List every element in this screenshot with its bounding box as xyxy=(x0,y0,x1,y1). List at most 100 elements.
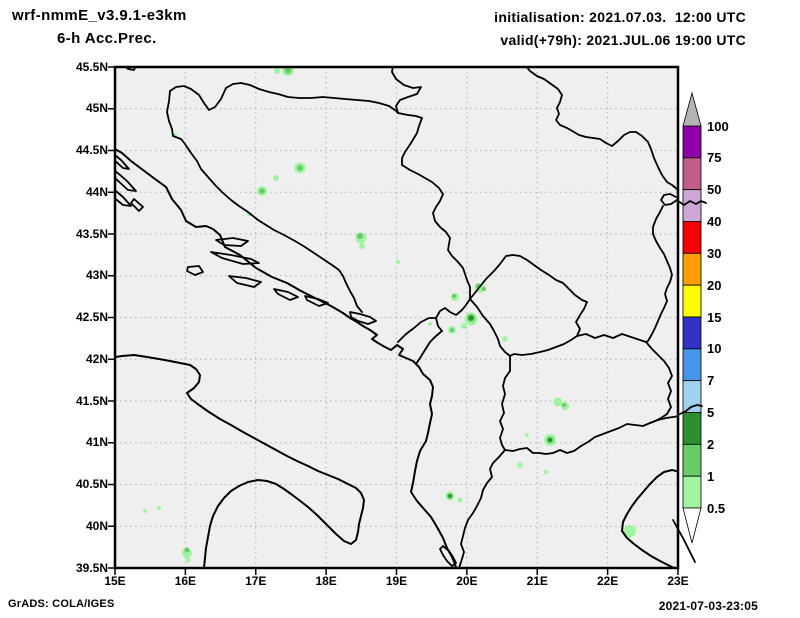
kosovo-outline xyxy=(469,254,588,357)
island-corfu xyxy=(439,545,457,567)
x-axis-label: 16E xyxy=(174,574,197,588)
x-axis-label: 22E xyxy=(596,574,619,588)
colorbar-segment xyxy=(682,189,702,222)
precip-cell-medium xyxy=(184,547,190,553)
kosovo-west-border xyxy=(469,298,511,372)
adriatic-coastline xyxy=(115,147,457,568)
montenegro-albania-border xyxy=(415,330,443,365)
colorbar-segment xyxy=(682,412,702,445)
precip-cell-light xyxy=(157,506,161,510)
valid-time: valid(+79h): 2021.JUL.06 19:00 UTC xyxy=(500,32,746,48)
model-title: wrf-nmmE_v3.9.1-e3km xyxy=(12,7,187,24)
x-axis-label: 21E xyxy=(526,574,548,588)
island-mljet xyxy=(273,288,299,301)
precip-cell-light xyxy=(457,497,463,503)
colorbar-segment xyxy=(682,125,702,159)
x-axis-label: 17E xyxy=(245,574,267,588)
colorbar-overflow-bottom-arrow xyxy=(682,507,702,544)
colorbar-tick-label: 40 xyxy=(707,214,722,229)
y-axis-label: 44N xyxy=(85,184,108,199)
precip-cell-medium xyxy=(452,294,456,298)
colorbar-segment xyxy=(682,221,702,254)
bosnia-north-border xyxy=(169,82,399,114)
y-axis-label: 44.5N xyxy=(75,143,108,157)
y-axis-label: 40.5N xyxy=(75,477,108,491)
precip-cell-medium xyxy=(450,328,454,332)
serbia-bulgaria-border xyxy=(645,205,673,343)
drina-border xyxy=(397,112,471,300)
precip-cell-medium xyxy=(297,165,303,171)
x-axis-label: 15E xyxy=(104,574,126,588)
island-hvar xyxy=(210,251,260,265)
macedonia-east-south-border xyxy=(504,341,673,455)
precip-cell-medium xyxy=(482,287,486,291)
precip-cell-light xyxy=(461,323,467,329)
precip-cell-light xyxy=(517,462,523,468)
croatia-serbia-border xyxy=(391,67,422,114)
precip-cell-light xyxy=(553,397,563,407)
precip-cell-light xyxy=(182,548,192,558)
colorbar-overflow-top-arrow xyxy=(682,91,702,127)
precip-cell-light xyxy=(185,557,191,563)
colorbar-tick-label: 75 xyxy=(707,150,722,166)
albania-greece-border xyxy=(458,449,506,568)
colorbar-segment xyxy=(682,475,702,509)
colorbar-tick-label: 15 xyxy=(707,309,722,325)
x-axis-label: 19E xyxy=(385,574,408,588)
colorbar-segment xyxy=(682,284,702,318)
precip-cell-light xyxy=(359,243,365,249)
colorbar-tick-label: 7 xyxy=(707,373,715,389)
y-axis-label: 43.5N xyxy=(75,226,108,241)
colorbar-tick-label: 0.5 xyxy=(707,500,726,516)
colorbar-tick-label: 50 xyxy=(707,182,722,198)
bosnia-west-border xyxy=(166,90,363,313)
y-axis-label: 40N xyxy=(85,518,108,533)
greece-bulgaria-border xyxy=(649,415,678,424)
colorbar-segment xyxy=(682,252,702,286)
colorbar-tick-label: 1 xyxy=(707,468,715,484)
montenegro-bosnia-border xyxy=(397,317,437,343)
plot-subtitle: 6-h Acc.Prec. xyxy=(57,30,157,47)
island-vis xyxy=(186,265,204,276)
x-axis-label: 18E xyxy=(315,574,337,588)
colorbar-tick-label: 5 xyxy=(707,405,715,420)
colorbar-tick-label: 30 xyxy=(707,245,722,261)
colorbar xyxy=(682,125,702,509)
y-axis-label: 45.5N xyxy=(75,59,108,74)
precip-cell-dark xyxy=(448,494,452,498)
albania-macedonia-border xyxy=(499,370,511,451)
colorbar-tick-label: 100 xyxy=(707,118,729,134)
y-axis-label: 43N xyxy=(85,268,108,283)
precip-cell-light xyxy=(525,433,529,437)
island-lastovo xyxy=(304,295,329,307)
coastlines-and-borders xyxy=(115,67,678,568)
island-small xyxy=(130,198,144,212)
precip-cell-dark xyxy=(468,315,474,321)
line-overflow-artifacts xyxy=(672,200,707,563)
colorbar-segment xyxy=(682,443,702,477)
colorbar-tick-label: 2 xyxy=(707,436,715,452)
precip-cell-medium xyxy=(562,403,566,407)
plot-frame xyxy=(113,65,680,570)
precip-cell-light xyxy=(395,259,401,265)
precip-cell-light xyxy=(274,68,280,74)
x-axis-label: 23E xyxy=(667,574,689,588)
island-dugi-otok xyxy=(115,189,132,207)
island-pag-north xyxy=(115,153,130,170)
aegean-coastline xyxy=(621,469,678,568)
italy-coastline xyxy=(115,354,365,568)
x-axis-label: 20E xyxy=(456,574,478,588)
montenegro-serbia-border xyxy=(435,298,471,332)
precip-cell-light xyxy=(544,470,548,474)
colorbar-segment xyxy=(682,348,702,382)
creation-timestamp: 2021-07-03-23:05 xyxy=(658,599,758,613)
colorbar-tick-label: 10 xyxy=(707,341,722,357)
precip-cell-light xyxy=(143,509,147,513)
precip-cell-dark xyxy=(548,438,552,442)
y-axis-label: 42N xyxy=(85,351,108,366)
grads-credit: GrADS: COLA/IGES xyxy=(8,598,115,610)
y-axis-label: 39.5N xyxy=(75,560,108,575)
peljesac-peninsula xyxy=(349,311,377,325)
